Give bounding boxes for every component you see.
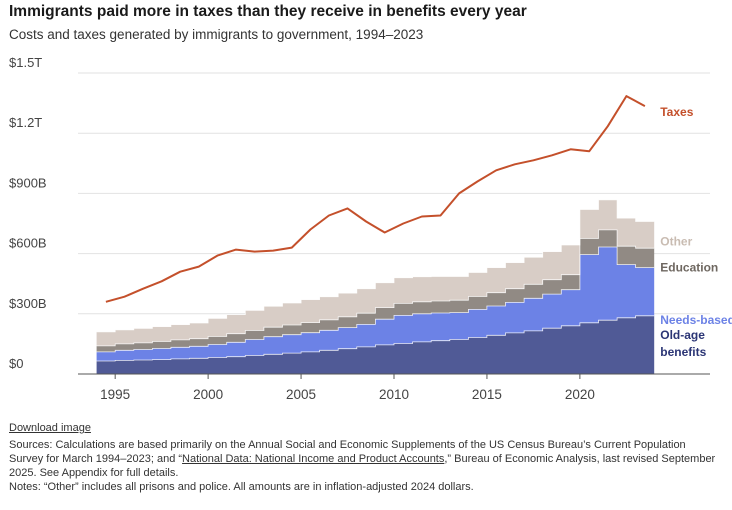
- series-label-old-age-benefits: Old-age: [660, 328, 705, 342]
- x-tick-label: 2020: [565, 387, 595, 402]
- series-label-old-age-benefits: benefits: [660, 345, 706, 359]
- series-label-needs-based: Needs-based: [660, 313, 732, 327]
- y-tick-label: $1.2T: [9, 115, 42, 130]
- y-tick-label: $300B: [9, 296, 47, 311]
- separator-old-age-benefits: [96, 315, 655, 362]
- y-tick-label: $600B: [9, 236, 47, 251]
- series-label-education: Education: [660, 261, 718, 275]
- series-label-other: Other: [660, 235, 692, 249]
- taxes-line-group: [105, 95, 646, 303]
- x-tick-label: 2010: [379, 387, 409, 402]
- x-axis: 1995 2000 2005 2010 2015 2020: [78, 373, 710, 402]
- area-education: [96, 229, 655, 352]
- x-tick-label: 1995: [100, 387, 130, 402]
- area-other: [96, 199, 655, 346]
- sources-text: Sources: Calculations are based primaril…: [9, 438, 721, 480]
- series-label-taxes: Taxes: [660, 105, 693, 119]
- download-image-link[interactable]: Download image: [9, 422, 91, 434]
- nipa-source-link[interactable]: National Data: National Income and Produ…: [182, 453, 445, 465]
- x-tick-label: 2005: [286, 387, 316, 402]
- y-tick-label: $1.5T: [9, 55, 42, 70]
- y-axis: $0 $300B $600B $900B $1.2T $1.5T: [9, 55, 47, 371]
- taxes-line: [105, 95, 646, 303]
- y-tick-label: $0: [9, 356, 23, 371]
- chart-title: Immigrants paid more in taxes than they …: [9, 3, 527, 20]
- series-labels: Taxes Old-age benefits Needs-based Education…: [660, 105, 732, 359]
- notes-text: Notes: “Other” includes all prisons and …: [9, 481, 474, 493]
- y-tick-label: $900B: [9, 175, 47, 190]
- x-tick-label: 2000: [193, 387, 223, 402]
- chart-subtitle: Costs and taxes generated by immigrants …: [9, 27, 424, 42]
- separator-other: [96, 199, 655, 333]
- separator-needs-based: [96, 246, 655, 353]
- stacked-area-chart: 1995 2000 2005 2010 2015 2020 $0 $300B $600B $90…: [9, 55, 732, 402]
- footer-notes: Sources: Calculations are based primaril…: [9, 438, 721, 494]
- stacked-areas: [96, 199, 655, 374]
- separator-education: [96, 229, 655, 347]
- sources-suffix: ,” Bureau of Economic Analysis, last rev…: [9, 453, 716, 479]
- sources-prefix: Sources: Calculations are based primaril…: [9, 439, 686, 465]
- x-tick-label: 2015: [472, 387, 502, 402]
